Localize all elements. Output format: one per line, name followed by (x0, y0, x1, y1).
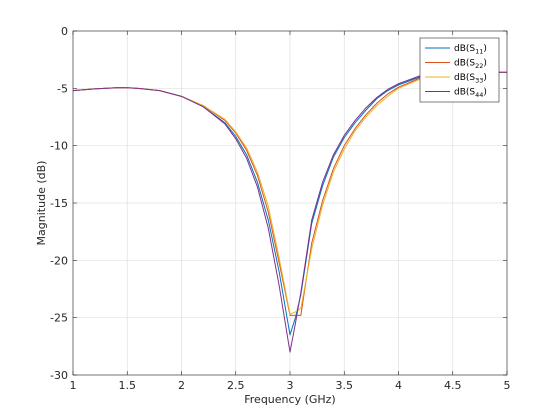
y-tick-labels: 0 -5 -10 -15 -20 -25 -30 (50, 25, 68, 382)
y-tick-label: 0 (61, 25, 68, 38)
legend-entry-subscript: 11 (475, 48, 483, 56)
legend-entry-subscript: 44 (475, 91, 483, 99)
x-tick-label: 2 (178, 379, 185, 392)
x-tick-labels: 1 1.5 2 2.5 3 3.5 4 4.5 5 (70, 379, 511, 392)
y-axis-label: Magnitude (dB) (35, 161, 48, 246)
x-tick-label: 3.5 (336, 379, 354, 392)
x-tick-label: 1 (70, 379, 77, 392)
legend-entry-prefix: dB(S (454, 59, 475, 69)
x-tick-label: 5 (504, 379, 511, 392)
legend-entry-prefix: dB(S (454, 88, 475, 98)
y-tick-label: -30 (50, 369, 68, 382)
x-tick-label: 3 (287, 379, 294, 392)
series-lines (72, 71, 507, 353)
legend-entry: dB(S33) (454, 73, 487, 85)
legend-entry-suffix: ) (483, 73, 487, 83)
legend-entry-subscript: 22 (475, 62, 483, 70)
legend-entry: dB(S44) (454, 88, 487, 100)
legend: dB(S11)dB(S22)dB(S33)dB(S44) (419, 37, 500, 103)
legend-entry-suffix: ) (483, 44, 487, 54)
legend-entry-prefix: dB(S (454, 44, 475, 54)
legend-entry-prefix: dB(S (454, 73, 475, 83)
legend-entry: dB(S22) (454, 59, 487, 71)
x-tick-label: 4 (395, 379, 402, 392)
x-tick-label: 4.5 (444, 379, 462, 392)
x-axis-label: Frequency (GHz) (244, 393, 335, 406)
legend-entry-subscript: 33 (475, 77, 483, 85)
series-line-s44 (72, 71, 507, 353)
legend-entry-suffix: ) (483, 59, 487, 69)
legend-entry-suffix: ) (483, 88, 487, 98)
axis-ticks (72, 30, 508, 376)
y-tick-label: -5 (57, 82, 68, 95)
x-tick-label: 1.5 (119, 379, 137, 392)
y-tick-label: -20 (50, 254, 68, 267)
legend-entry: dB(S11) (454, 44, 487, 56)
y-tick-label: -10 (50, 140, 68, 153)
x-tick-label: 2.5 (227, 379, 245, 392)
y-tick-label: -25 (50, 312, 68, 325)
y-tick-label: -15 (50, 197, 68, 210)
